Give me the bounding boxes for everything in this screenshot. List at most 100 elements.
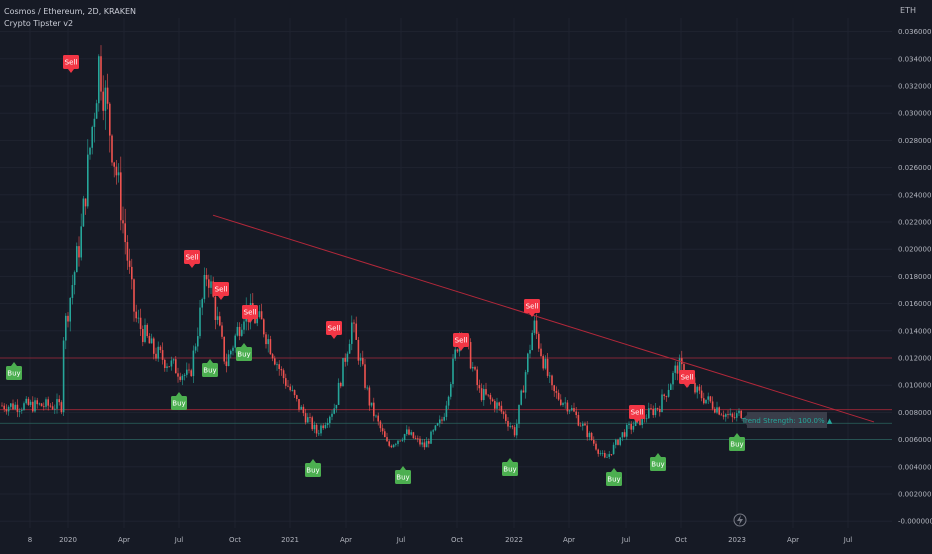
candle-body (49, 405, 52, 407)
candle-body (91, 126, 93, 148)
candle-body (439, 419, 441, 424)
candle-body (168, 366, 170, 368)
candle-body (430, 431, 432, 444)
trend-box-pointer (741, 415, 747, 425)
candle-body (238, 326, 241, 336)
price-tick-label: 0.008000 (898, 409, 931, 417)
time-tick-label: 8 (28, 536, 32, 544)
candle-body (568, 410, 571, 412)
candle-body (142, 329, 144, 342)
time-tick-label: Apr (787, 536, 799, 544)
buy-signal: Buy (729, 433, 745, 451)
candle-body (639, 416, 641, 425)
buy-signal: Buy (171, 392, 187, 410)
candle-body (406, 429, 408, 435)
price-tick-label: 0.006000 (898, 436, 931, 444)
candle-body (456, 349, 459, 352)
candle-body (38, 403, 41, 405)
candle-body (469, 342, 472, 369)
candle-body (555, 391, 558, 393)
candle-body (659, 408, 661, 413)
candle-body (452, 358, 454, 385)
price-tick-label: 0.014000 (898, 327, 931, 335)
candle-body (494, 401, 496, 409)
candle-body (450, 384, 452, 397)
sell-signal: Sell (63, 55, 79, 73)
candle-body (656, 408, 659, 409)
candle-body (177, 373, 179, 377)
candle-body (159, 346, 162, 351)
candle-body (146, 324, 148, 337)
candle-body (293, 390, 296, 396)
candle-body (419, 438, 421, 445)
time-tick-label: Oct (675, 536, 687, 544)
candle-body (265, 334, 267, 345)
candle-body (599, 453, 602, 455)
candle-body (337, 382, 340, 405)
candle-body (82, 198, 85, 227)
candle-body (258, 311, 261, 318)
signal-label: Buy (203, 367, 216, 375)
chart-header: Cosmos / Ethereum, 2D, KRAKEN Crypto Tip… (4, 6, 136, 30)
candle-body (487, 394, 489, 396)
candle-body (408, 429, 410, 435)
trend-strength-box (747, 412, 827, 428)
price-axis-currency: ETH (900, 6, 916, 15)
candle-body (16, 404, 19, 412)
candle-body (399, 440, 401, 442)
candle-body (175, 359, 177, 374)
candle-body (298, 399, 300, 410)
candle-body (634, 419, 637, 427)
candle-body (153, 338, 155, 354)
candle-body (496, 402, 498, 409)
candle-body (87, 154, 89, 207)
signal-badge (184, 250, 200, 264)
signal-pointer (611, 468, 617, 472)
candle-body (648, 408, 650, 419)
candle-body (584, 423, 586, 426)
candle-body (51, 406, 54, 410)
candle-body (678, 358, 681, 374)
candle-body (432, 430, 434, 432)
time-tick-label: Apr (118, 536, 130, 544)
candle-body (304, 413, 307, 423)
candle-body (623, 432, 626, 437)
candle-body (714, 408, 716, 413)
candle-body (128, 260, 131, 267)
candle-body (40, 403, 43, 407)
candle-body (309, 417, 311, 418)
time-tick-label: Jul (174, 536, 184, 544)
candle-body (573, 408, 575, 412)
candle-body (223, 336, 225, 362)
candle-body (489, 395, 492, 400)
candle-body (221, 325, 223, 337)
lightning-icon-bolt (737, 515, 743, 525)
price-tick-label: 0.028000 (898, 137, 931, 145)
candle-body (606, 456, 608, 458)
candle-body (553, 385, 555, 392)
candle-body (557, 392, 560, 400)
candle-body (674, 365, 676, 373)
sell-signal: Sell (326, 321, 342, 339)
candle-body (54, 408, 56, 410)
candle-body (199, 307, 201, 337)
signal-badge (395, 470, 411, 484)
price-tick-label: 0.012000 (898, 355, 931, 363)
candle-body (535, 320, 538, 334)
signal-pointer (634, 419, 640, 423)
signal-badge (202, 363, 218, 377)
candle-body (718, 407, 720, 415)
candle-body (320, 425, 322, 434)
candle-body (144, 324, 146, 342)
candle-body (335, 404, 338, 409)
candle-body (289, 386, 291, 391)
candle-body (502, 411, 505, 415)
candle-body (511, 426, 514, 428)
signal-pointer (507, 458, 513, 462)
candle-body (650, 408, 652, 409)
candle-body (115, 166, 118, 176)
candle-body (582, 423, 584, 426)
candle-body (197, 336, 199, 347)
